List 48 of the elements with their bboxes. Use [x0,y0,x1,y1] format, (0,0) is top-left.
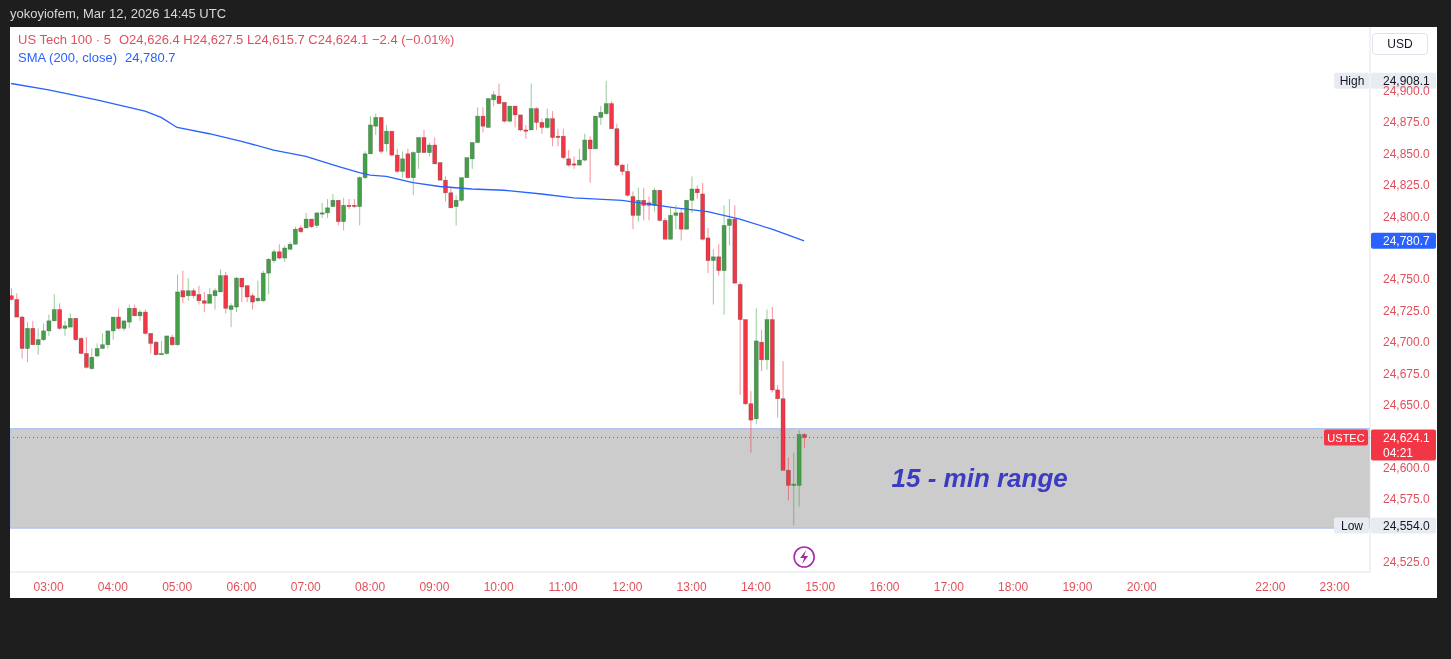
x-tick-label: 20:00 [1126,579,1158,594]
y-tick-label: 24,554.0 [1383,518,1431,533]
x-tick-label: 06:00 [226,579,257,594]
x-tick-label: 22:00 [1255,579,1286,594]
y-axis-title: USD [1372,33,1428,55]
annotation: O24,626.4 H24,627.5 L24,615.7 C24,624.1 −2.4 (−0.01%) [118,32,455,47]
x-tick-label: 08:00 [355,579,386,594]
x-tick-label: 23:00 [1319,579,1350,594]
y-tick-label: 24,750.0 [1383,272,1431,287]
x-tick-label: 03:00 [33,579,64,594]
series-label: SMA (200, close) [18,50,117,65]
x-tick-label: 12:00 [612,579,643,594]
y-tick-label: 24,908.1 [1383,73,1431,88]
y-tick-label: 24,800.0 [1383,209,1431,224]
line-series [10,82,805,242]
x-tick-label: 16:00 [869,579,900,594]
y-tick-label: 24,825.0 [1383,178,1431,193]
y-tick-label: 24,624.1 [1383,430,1431,445]
chart-title: US Tech 100 · 5 [18,32,111,47]
x-tick-label: 14:00 [740,579,772,594]
band-label: 15 - min range [891,463,1068,494]
x-tick-label: 15:00 [805,579,836,594]
annotation: Low [1340,518,1364,533]
y-tick-label: 24,575.0 [1383,492,1431,507]
x-tick-label: 13:00 [676,579,707,594]
y-tick-label: 24,700.0 [1383,335,1431,350]
y-tick-label: 24,850.0 [1383,146,1431,161]
y-tick-label: 24,725.0 [1383,303,1431,318]
annotation: High [1339,73,1365,88]
y-tick-label: 24,600.0 [1383,460,1431,475]
x-tick-label: 19:00 [1062,579,1093,594]
annotation: 24,780.7 [125,50,176,65]
x-tick-label: 17:00 [933,579,965,594]
ref-line-label: USTEC [1327,431,1365,444]
text: yokoyiofem, Mar 12, 2026 14:45 UTC [10,6,227,21]
y-tick-label: 24,650.0 [1383,397,1431,412]
x-tick-label: 04:00 [97,579,129,594]
x-tick-label: 09:00 [419,579,450,594]
text: 04:21 [1383,445,1414,460]
y-tick-label: 24,525.0 [1383,554,1431,569]
x-tick-label: 05:00 [162,579,193,594]
y-tick-label: 24,675.0 [1383,366,1431,381]
y-tick-label: 24,780.7 [1383,233,1431,248]
x-tick-label: 18:00 [998,579,1029,594]
x-tick-label: 07:00 [290,579,322,594]
x-tick-label: 10:00 [483,579,515,594]
y-tick-label: 24,875.0 [1383,115,1431,130]
x-tick-label: 11:00 [548,579,578,594]
